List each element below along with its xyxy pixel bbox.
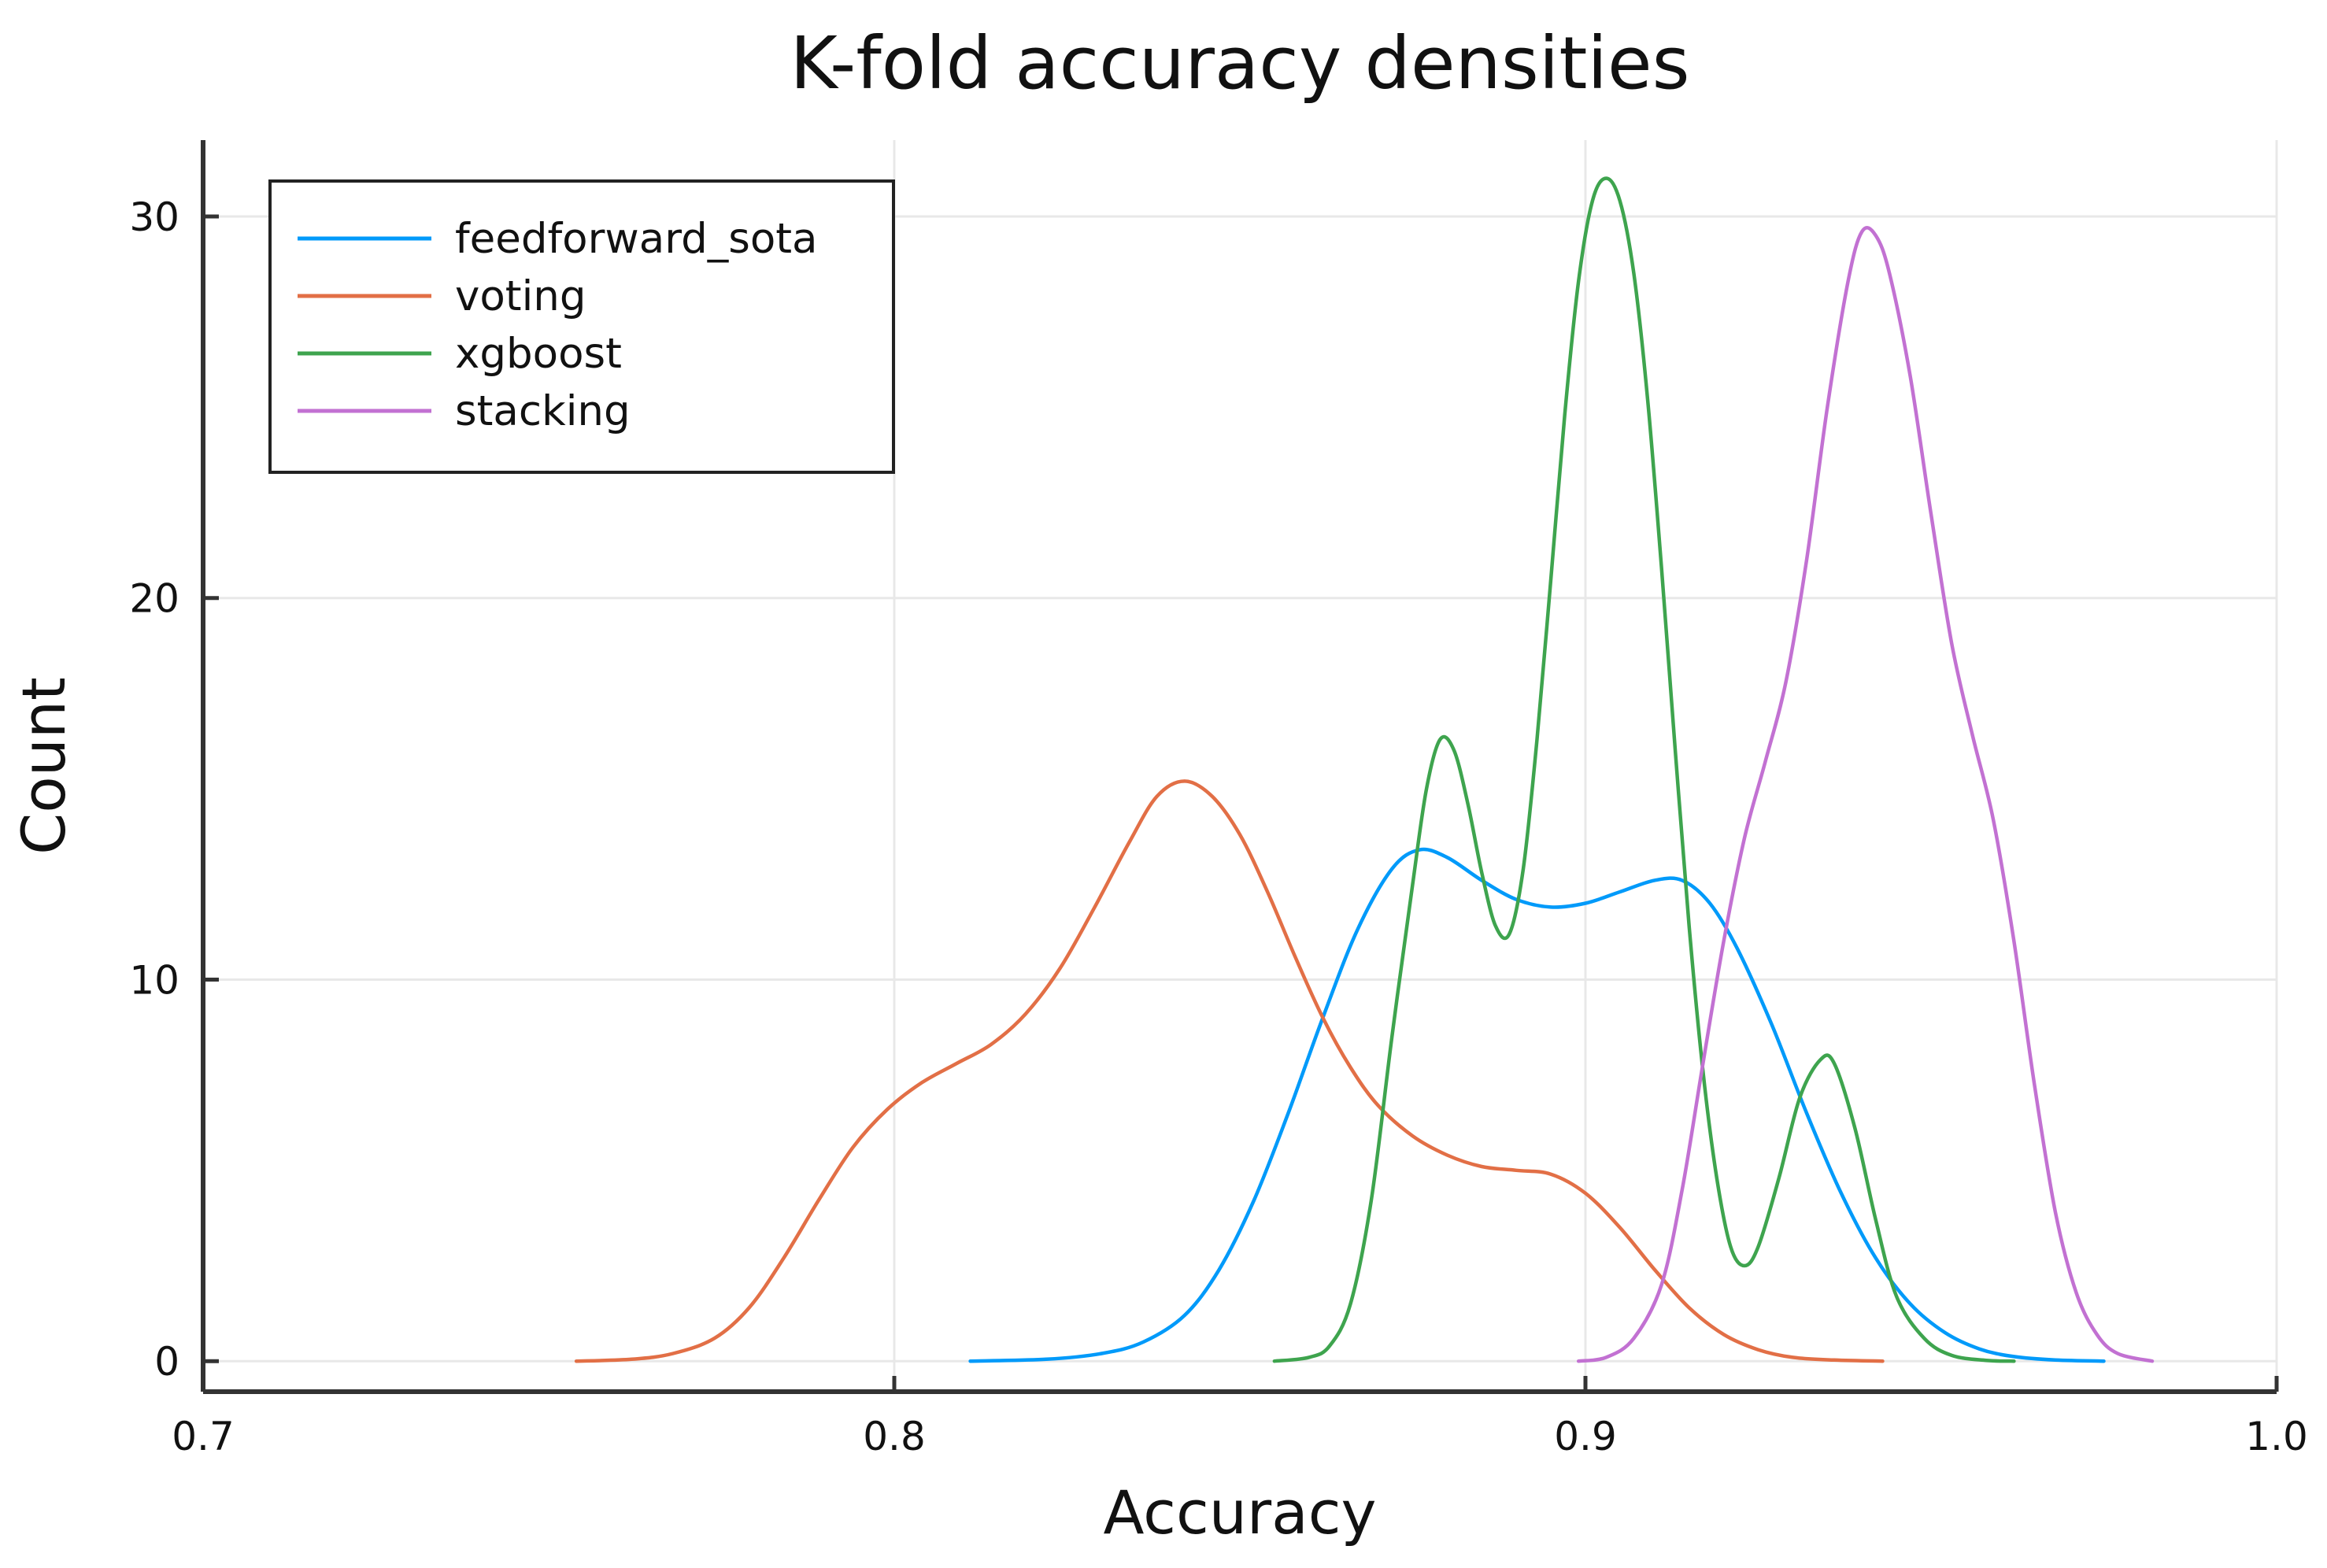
x-axis-label: Accuracy [1104, 1477, 1377, 1548]
x-tick-label: 1.0 [2245, 1414, 2308, 1459]
legend-label: stacking [455, 387, 631, 435]
legend-box [268, 179, 895, 474]
ticks: 0.7 0.8 0.9 1.0 0 10 20 30 [129, 194, 2307, 1459]
x-tick-label: 0.7 [172, 1414, 235, 1459]
series-line-voting [574, 779, 1885, 1363]
y-tick-label: 0 [154, 1339, 179, 1385]
y-tick-label: 10 [129, 957, 179, 1003]
legend-label: feedforward_sota [455, 215, 818, 263]
series-lines [574, 176, 2155, 1363]
y-tick-label: 20 [129, 576, 179, 622]
y-tick-label: 30 [129, 194, 179, 240]
chart-title: K-fold accuracy densities [790, 21, 1689, 105]
y-axis-label: Count [9, 677, 79, 855]
legend-label: voting [455, 272, 586, 320]
legend-label: xgboost [455, 330, 622, 378]
series-line-stacking [1576, 226, 2155, 1363]
x-tick-label: 0.8 [863, 1414, 926, 1459]
x-tick-label: 0.9 [1554, 1414, 1617, 1459]
series-line-feedforward-sota [968, 847, 2106, 1363]
series-line-xgboost [1272, 176, 2016, 1363]
axes [201, 140, 2277, 1394]
